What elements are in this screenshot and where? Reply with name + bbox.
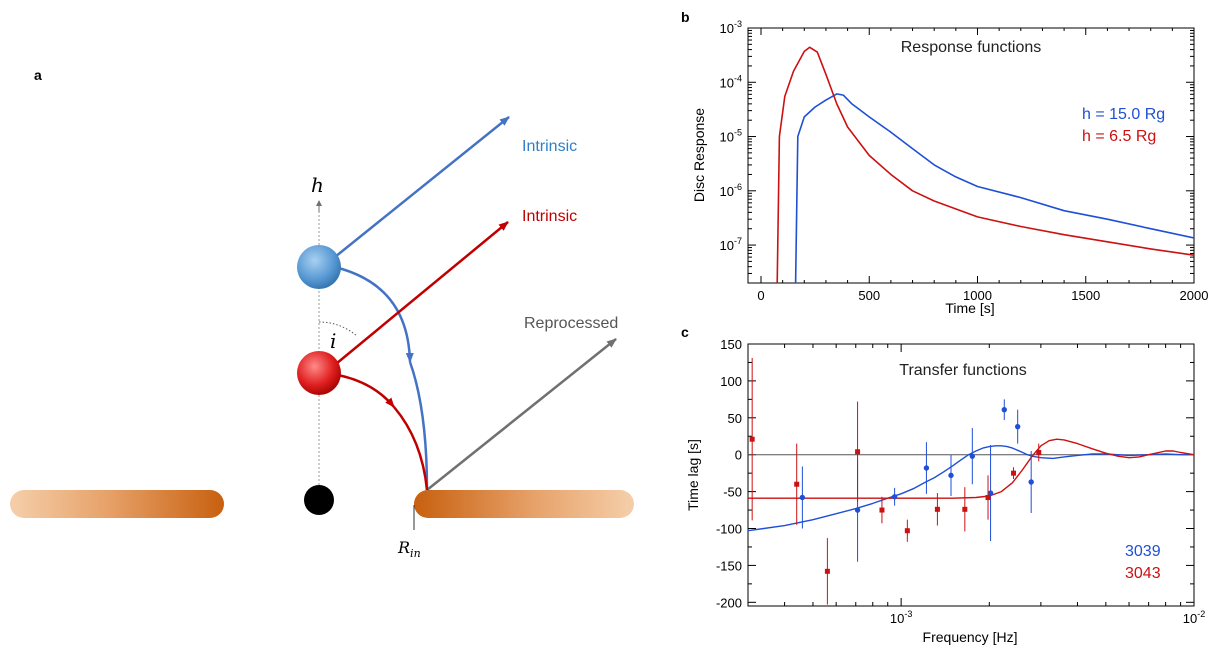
chart-c-legend-entry-1: 3043: [1125, 565, 1161, 582]
chart-c-legend: 3039 3043: [1125, 543, 1161, 582]
chart-c-y-tick-label: -150: [716, 558, 742, 573]
chart-c-data-point-0: [1001, 406, 1007, 413]
chart-c-data-point-1: [985, 495, 991, 501]
accretion-disc-left: [10, 490, 224, 518]
panel-b-label: b: [681, 9, 690, 25]
chart-b-legend: h = 15.0 Rg h = 6.5 Rg: [1082, 106, 1165, 145]
red-intrinsic-label: Intrinsic: [522, 208, 577, 225]
chart-b-legend-entry-1: h = 6.5 Rg: [1082, 128, 1156, 145]
chart-c-data-point-1: [934, 506, 940, 512]
chart-c-data-point-0: [948, 472, 954, 479]
red-intrinsic-ray: [324, 221, 509, 374]
chart-c-y-tick-label: 100: [720, 374, 742, 389]
panel-b: b 0 500 1000 1500 2000 10-310-410-510-610-7 …: [681, 9, 1208, 316]
chart-c-y-tick-label: 50: [728, 411, 742, 426]
chart-b-title: Response functions: [901, 39, 1042, 56]
chart-b-x-tick-labels: 0 500 1000 1500 2000: [757, 288, 1208, 303]
chart-c-data-point-0: [923, 465, 930, 471]
chart-c-y-tick-label: -200: [716, 595, 742, 610]
red-bent-ray-lower: [393, 406, 429, 491]
chart-c-data-point-1: [824, 568, 830, 574]
chart-c-x-tick-label: 10-3: [890, 609, 912, 626]
chart-c-x-tick-label: 10-2: [1183, 609, 1205, 626]
chart-b-y-tick-label: 10-4: [720, 73, 742, 90]
chart-c-y-axis-label: Time lag [s]: [685, 439, 701, 511]
chart-b-y-tick-labels: 10-3 10-4 10-5 10-6 10-7: [720, 19, 742, 253]
reprocessed-ray: [426, 338, 617, 491]
chart-b-ticks: [748, 27, 1195, 284]
chart-c-data-point-0: [854, 507, 861, 513]
black-hole: [304, 485, 334, 515]
blue-bent-ray-upper: [324, 263, 414, 363]
chart-c-data-point-1: [794, 481, 800, 487]
chart-b-x-tick-label: 500: [858, 288, 880, 303]
panel-c-label: c: [681, 324, 689, 340]
chart-c-ticks: [747, 343, 1195, 606]
chart-c-y-tick-label: -100: [716, 522, 742, 537]
chart-c-y-tick-label: 0: [735, 448, 742, 463]
chart-b-y-axis-label: Disc Response: [691, 108, 707, 202]
chart-c-plot-area: [748, 358, 1194, 605]
reprocessed-label: Reprocessed: [524, 315, 618, 332]
panel-a: a h Rin i Reprocessed Intrinsic Intrinsi…: [10, 67, 634, 560]
chart-b-x-tick-label: 1000: [963, 288, 992, 303]
chart-b-legend-entry-0: h = 15.0 Rg: [1082, 106, 1165, 123]
blue-bent-ray-lower: [408, 361, 429, 491]
chart-c-data-point-0: [799, 494, 806, 501]
chart-c-data-point-1: [855, 449, 861, 455]
chart-c-data-point-1: [749, 436, 755, 442]
chart-c-data-point-1: [962, 506, 968, 512]
chart-c-y-tick-labels: 150 100 50 0 -50 -100 -150 -200: [716, 337, 742, 610]
chart-c-data-point-1: [1036, 449, 1042, 455]
panel-a-label: a: [34, 67, 42, 83]
chart-c-data-point-1: [904, 528, 910, 534]
inclination-label: i: [330, 329, 336, 353]
blue-corona-sphere: [297, 245, 341, 289]
chart-c-x-axis-label: Frequency [Hz]: [923, 629, 1018, 645]
chart-b-plot-area: [776, 46, 1194, 283]
blue-intrinsic-ray: [324, 116, 510, 266]
blue-intrinsic-label: Intrinsic: [522, 138, 577, 155]
red-corona-sphere: [297, 351, 341, 395]
chart-c-frame: [747, 343, 1195, 607]
chart-b-y-tick-label: 10-6: [720, 182, 742, 199]
chart-c-model-curve-1: [748, 438, 1194, 499]
chart-c-x-tick-labels: 10-3 10-2: [890, 609, 1205, 626]
chart-c-legend-entry-0: 3039: [1125, 543, 1161, 560]
chart-b-y-tick-label: 10-7: [720, 236, 742, 253]
panel-c: c 10-3 10-2 150 100 50 0 -50 -100 -150 -200 Tran…: [681, 324, 1205, 645]
chart-c-data-point-1: [879, 507, 885, 513]
chart-c-y-tick-label: 150: [720, 337, 742, 352]
chart-c-y-tick-label: -50: [723, 485, 742, 500]
chart-c-data-point-0: [987, 490, 994, 496]
chart-c-title: Transfer functions: [899, 362, 1026, 379]
height-label: h: [311, 173, 324, 197]
chart-b-frame: [747, 27, 1195, 284]
chart-c-data-point-0: [1028, 479, 1034, 485]
accretion-disc-right: [414, 490, 634, 518]
inner-radius-label: Rin: [397, 538, 421, 560]
chart-b-x-tick-label: 0: [757, 288, 764, 303]
chart-c-data-point-1: [1011, 470, 1017, 476]
chart-b-series-line-1: [776, 46, 1194, 283]
chart-c-data-point-0: [1014, 423, 1021, 430]
chart-b-x-tick-label: 2000: [1180, 288, 1209, 303]
chart-b-y-tick-label: 10-5: [720, 128, 742, 145]
chart-c-data-point-0: [969, 453, 976, 459]
chart-b-series-line-0: [794, 93, 1194, 283]
chart-b-y-tick-label: 10-3: [720, 19, 742, 36]
chart-b-x-axis-label: Time [s]: [945, 300, 994, 316]
inclination-arc: [318, 321, 358, 337]
chart-b-x-tick-label: 1500: [1071, 288, 1100, 303]
chart-c-data-point-0: [891, 494, 898, 500]
